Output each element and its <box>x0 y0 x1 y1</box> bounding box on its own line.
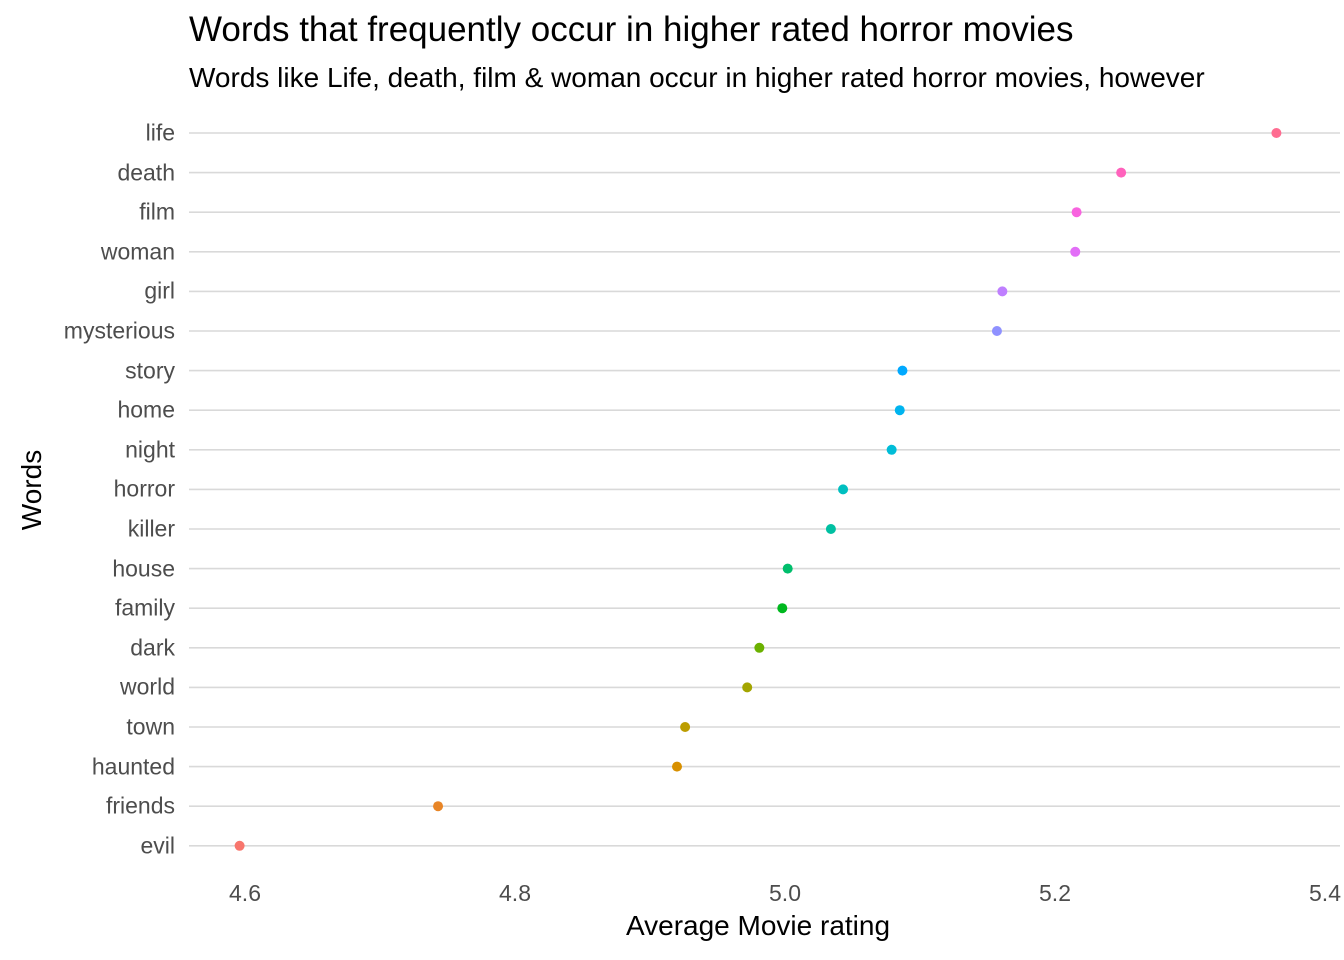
data-points <box>234 128 1282 851</box>
data-point <box>838 484 849 495</box>
data-point <box>1116 167 1127 178</box>
x-tick-label: 4.8 <box>499 880 531 906</box>
data-point <box>886 444 897 455</box>
y-tick-label: town <box>126 713 175 740</box>
y-tick-label: film <box>139 198 175 225</box>
y-tick-label: dark <box>130 634 175 661</box>
y-tick-label: woman <box>100 238 175 265</box>
data-point <box>894 405 905 416</box>
y-tick-label: house <box>112 555 175 582</box>
data-point <box>754 642 765 653</box>
y-tick-label: killer <box>127 515 175 542</box>
y-tick-label: horror <box>113 475 175 502</box>
data-point <box>433 801 444 812</box>
y-tick-label: night <box>125 436 175 463</box>
x-tick-label: 5.4 <box>1309 880 1341 906</box>
data-point <box>825 524 836 534</box>
y-tick-label: family <box>114 594 175 621</box>
data-point <box>680 722 691 732</box>
y-tick-label: story <box>125 357 175 384</box>
y-tick-label: girl <box>144 277 175 304</box>
y-tick-label: home <box>117 396 175 423</box>
data-point <box>1071 207 1082 218</box>
y-tick-label: world <box>120 673 175 700</box>
y-tick-label: evil <box>140 832 175 859</box>
gridlines <box>189 132 1340 847</box>
x-axis-label: Average Movie rating <box>625 910 891 941</box>
data-point <box>672 761 682 772</box>
y-tick-label: friends <box>105 792 175 819</box>
x-tick-label: 5.2 <box>1039 880 1071 906</box>
data-point <box>742 682 753 693</box>
x-tick-label: 5.0 <box>769 880 801 906</box>
y-tick-label: haunted <box>91 753 175 780</box>
data-point <box>234 840 245 851</box>
data-point <box>782 563 793 574</box>
data-point <box>991 326 1002 336</box>
data-point <box>997 286 1008 297</box>
y-tick-label: life <box>145 119 175 146</box>
x-tick-label: 4.6 <box>229 880 261 906</box>
data-point <box>777 603 788 614</box>
data-point <box>1070 246 1081 257</box>
data-point <box>897 365 908 376</box>
chart-title: Words that frequently occur in higher ra… <box>189 10 1074 49</box>
data-point <box>1271 128 1282 138</box>
y-tick-label: mysterious <box>63 317 175 344</box>
chart-subtitle: Words like Life, death, film & woman occ… <box>189 62 1205 93</box>
y-tick-label: death <box>117 159 175 186</box>
